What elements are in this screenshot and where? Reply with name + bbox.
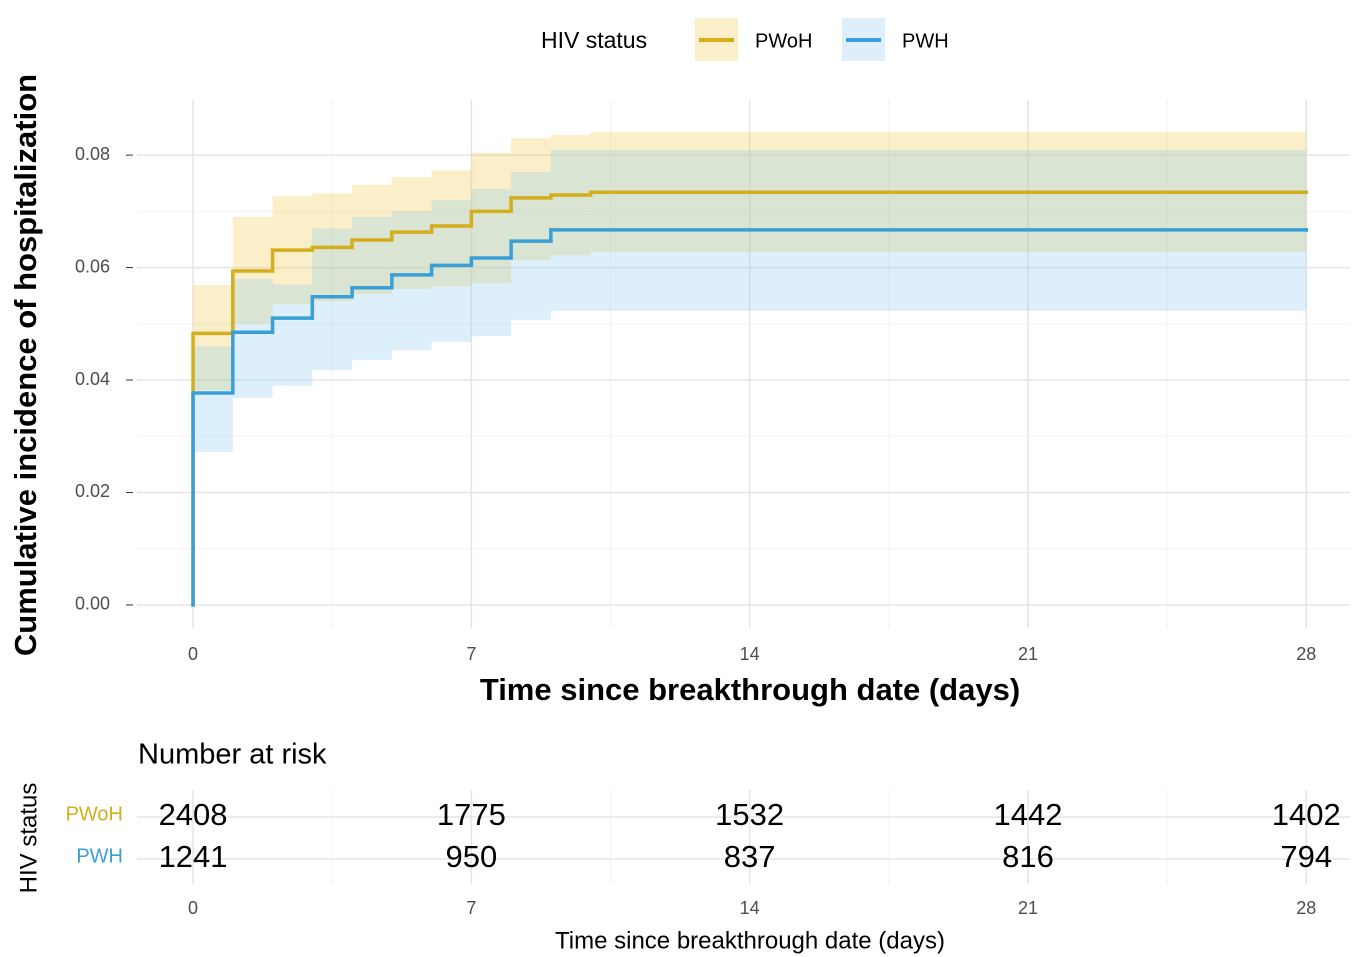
risk-count: 1241 — [159, 839, 228, 874]
risk-table-x-label: Time since breakthrough date (days) — [555, 927, 945, 954]
x-tick-label: 14 — [740, 898, 760, 918]
legend-title: HIV status — [541, 27, 647, 53]
risk-table-y-label: HIV status — [15, 783, 42, 894]
risk-table-title: Number at risk — [138, 739, 327, 771]
row-label: PWoH — [66, 803, 123, 825]
y-tick-label: 0.06 — [75, 256, 110, 276]
confidence-band — [471, 152, 512, 284]
confidence-band — [193, 284, 233, 391]
risk-count: 950 — [445, 839, 497, 874]
legend-label: PWH — [902, 30, 949, 52]
x-tick-label: 21 — [1018, 644, 1038, 664]
confidence-band — [272, 284, 313, 386]
lines — [191, 190, 1309, 607]
risk-count: 837 — [724, 839, 776, 874]
x-tick-label: 0 — [188, 898, 198, 918]
x-tick-label: 7 — [466, 898, 476, 918]
risk-count: 794 — [1280, 839, 1332, 874]
y-tick-label: 0.00 — [75, 594, 110, 614]
y-tick-label: 0.08 — [75, 144, 110, 164]
legend-label: PWoH — [755, 30, 812, 52]
x-tick-label: 7 — [466, 644, 476, 664]
y-tick-label: 0.04 — [75, 369, 110, 389]
x-tick-label: 28 — [1296, 644, 1316, 664]
x-tick-label: 14 — [740, 644, 760, 664]
confidence-band — [431, 200, 472, 342]
confidence-band — [511, 171, 551, 320]
x-tick-label: 21 — [1018, 898, 1038, 918]
confidence-band — [232, 278, 273, 399]
risk-count: 2408 — [159, 797, 228, 832]
y-tick-label: 0.02 — [75, 481, 110, 501]
confidence-band — [193, 346, 233, 452]
y-axis-label: Cumulative incidence of hospitalization — [8, 74, 43, 656]
risk-count: 1775 — [437, 797, 506, 832]
x-tick-label: 0 — [188, 644, 198, 664]
risk-count: 1532 — [715, 797, 784, 832]
x-tick-label: 28 — [1296, 898, 1316, 918]
row-label: PWH — [76, 845, 123, 867]
risk-count: 1442 — [993, 797, 1062, 832]
confidence-band — [431, 170, 472, 287]
x-axis-label: Time since breakthrough date (days) — [480, 672, 1020, 707]
confidence-band — [471, 188, 512, 337]
risk-count: 1402 — [1272, 797, 1341, 832]
risk-count: 816 — [1002, 839, 1054, 874]
confidence-band — [391, 211, 432, 351]
confidence-band — [312, 228, 353, 370]
